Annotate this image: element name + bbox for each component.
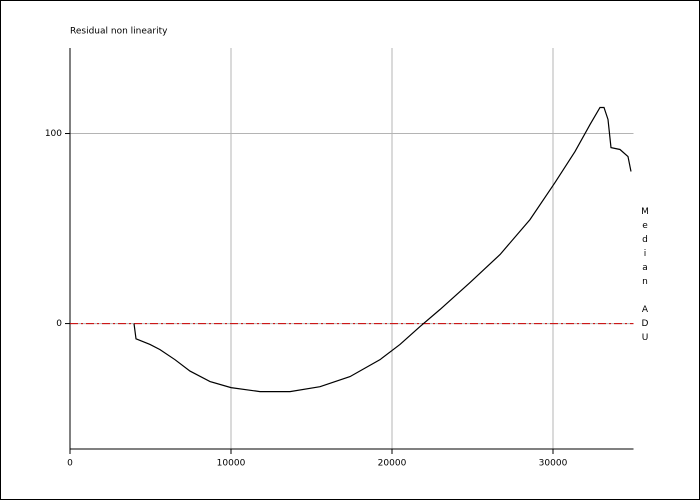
y-axis-label: Median ADU	[640, 207, 650, 347]
chart-title: Residual non linearity	[70, 27, 168, 37]
x-tick-label: 0	[67, 459, 73, 469]
x-tick-label: 10000	[217, 459, 246, 469]
x-tick-label: 20000	[378, 459, 407, 469]
x-tick-label: 30000	[539, 459, 568, 469]
data-line	[133, 106, 632, 393]
y-tick-label: 0	[56, 319, 62, 329]
y-tick-label: 100	[45, 129, 62, 139]
